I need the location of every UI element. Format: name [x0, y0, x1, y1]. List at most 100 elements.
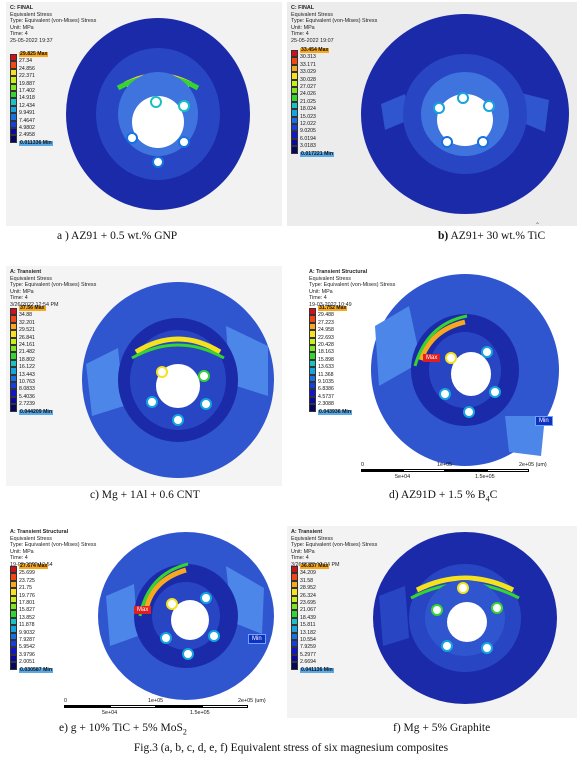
legend-swatch [10, 566, 17, 574]
legend-value: 30.313 [300, 54, 316, 61]
legend-swatch [291, 138, 298, 147]
legend-value: 23.725 [19, 577, 35, 584]
legend-swatch [309, 315, 316, 323]
legend-swatch [291, 50, 298, 58]
header-line: 19-03-2022 10:49 [309, 301, 352, 308]
header-line: Unit: MPa [291, 548, 315, 555]
scale-segment [156, 705, 202, 708]
header-line: Unit: MPa [10, 288, 34, 295]
legend-value: 27.674 Max [19, 563, 49, 570]
legend-value: 5.4036 [19, 393, 35, 400]
header-line: Time: 4 [309, 295, 327, 302]
brake-disc-contour [373, 532, 557, 704]
legend-value: 21.482 [19, 349, 35, 356]
legend-value: 5.2977 [300, 651, 316, 658]
legend-swatch [10, 588, 17, 596]
caption-e-text: e) g + 10% TiC + 5% MoS [59, 722, 183, 734]
legend-swatch [10, 120, 17, 128]
scale-bar: 0 1e+05 2e+05 (um) 5e+04 1.5e+05 [361, 462, 561, 484]
scale-segment [64, 705, 110, 708]
legend-value: 0.030587 Min [19, 666, 54, 673]
scale-segment [403, 469, 445, 472]
legend-value: 24.958 [318, 327, 334, 334]
legend-value: 2.6694 [300, 659, 316, 666]
legend-value: 15.827 [19, 607, 35, 614]
min-marker: Min [248, 634, 266, 644]
header-line: Time: 4 [10, 31, 28, 38]
legend-value: 26.324 [300, 592, 316, 599]
caption-b: b) AZ91+ 30 wt.% TiC [438, 230, 545, 242]
legend-value: 0.044209 Min [19, 408, 54, 415]
legend-swatch [10, 374, 17, 382]
legend-swatch [291, 566, 298, 574]
legend-swatch [10, 83, 17, 91]
legend-swatch [10, 595, 17, 603]
legend-value: 21.067 [300, 607, 316, 614]
legend-value: 18.802 [19, 356, 35, 363]
header-line: Type: Equivalent (von-Mises) Stress [309, 282, 396, 289]
legend-swatch [291, 654, 298, 663]
legend-value: 13.852 [19, 614, 35, 621]
scale-tick: 0 [361, 462, 364, 468]
legend-value: 0.043936 Min [318, 408, 353, 415]
legend-value: 18.439 [300, 614, 316, 621]
legend-swatch [309, 308, 316, 316]
legend-value: 17.402 [19, 88, 35, 94]
legend-value: 22.693 [318, 334, 334, 341]
legend-swatch [10, 382, 17, 390]
legend-swatch [10, 389, 17, 397]
legend-swatch [10, 135, 17, 143]
legend-swatch [291, 109, 298, 117]
legend-value: 9.0205 [300, 128, 316, 135]
scale-segment [110, 705, 156, 708]
legend-value: 33.029 [300, 69, 316, 76]
legend-value: 16.122 [19, 364, 35, 371]
legend-value: 15.023 [300, 113, 316, 120]
legend-swatch [10, 76, 17, 84]
legend-value: 2.4958 [19, 132, 35, 139]
legend-value: 3.0183 [300, 143, 316, 150]
legend-swatch [291, 580, 298, 589]
scale-tick: 0 [64, 698, 67, 704]
header-line: Equivalent Stress [10, 535, 52, 542]
legend-swatch [309, 337, 316, 345]
legend-value: 18.163 [318, 349, 334, 356]
legend-value: 15.898 [318, 356, 334, 363]
caption-d-sub: 4 [485, 494, 490, 504]
legend-swatch [10, 330, 17, 338]
brake-disc-contour [66, 18, 250, 210]
legend-value: 6.8386 [318, 386, 334, 393]
legend-swatch [309, 352, 316, 360]
brake-disc-contour [98, 532, 274, 700]
result-header: A: Transient Equivalent Stress Type: Equ… [10, 269, 96, 309]
legend-swatch [291, 603, 298, 611]
legend-swatch [291, 101, 298, 110]
scale-subtick: 1.5e+05 [475, 474, 495, 480]
legend-swatch [291, 632, 298, 640]
legend-value: 33.171 [300, 61, 316, 68]
header-line: Equivalent Stress [309, 275, 351, 282]
legend-value: 24.026 [300, 91, 316, 98]
panel-a: C: FINAL Equivalent Stress Type: Equival… [6, 2, 282, 226]
legend-value: 31.58 [300, 577, 313, 584]
max-marker: Max [423, 354, 441, 362]
legend-value: 11.878 [19, 622, 35, 629]
legend-swatch [309, 389, 316, 397]
legend-swatch [10, 640, 17, 648]
legend-swatch [291, 146, 298, 154]
panel-e: A: Transient Structural Equivalent Stres… [6, 526, 282, 718]
legend-value: 15.811 [300, 622, 316, 629]
legend-swatch [291, 64, 298, 73]
legend-value: 13.182 [300, 629, 316, 636]
legend-value: 0.011336 Min [19, 139, 53, 146]
legend-swatch [309, 330, 316, 338]
legend-swatch [10, 315, 17, 323]
legend-value: 0.017221 Min [300, 150, 335, 157]
header-line: Unit: MPa [10, 24, 34, 31]
header-line: Time: 4 [10, 555, 28, 562]
legend-swatch [291, 595, 298, 603]
legend-value: 27.223 [318, 319, 334, 326]
result-header: A: Transient Structural Equivalent Stres… [309, 269, 395, 309]
header-line: Unit: MPa [10, 548, 34, 555]
header-line: Time: 4 [291, 555, 309, 562]
